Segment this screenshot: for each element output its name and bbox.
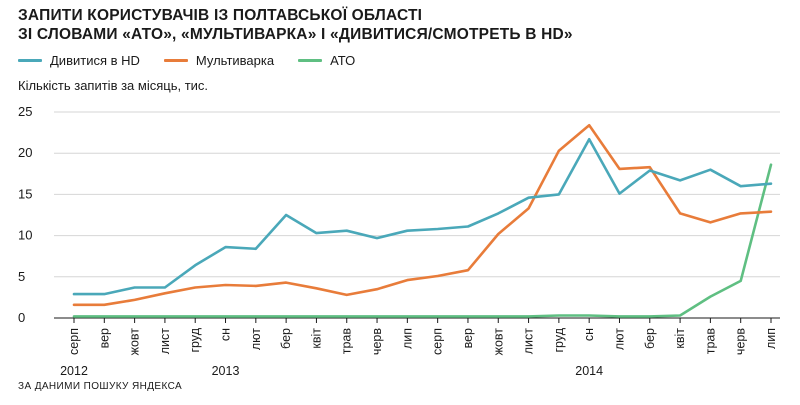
y-tick-label: 10 (18, 228, 32, 243)
x-tick-label: серп (67, 328, 81, 355)
chart-title: ЗАПИТИ КОРИСТУВАЧІВ ІЗ ПОЛТАВСЬКОЇ ОБЛАС… (18, 6, 573, 44)
y-tick-label: 15 (18, 186, 32, 201)
x-tick-label: вер (461, 328, 475, 348)
series-line-Дивитися в HD (72, 137, 773, 296)
legend-swatch-multivarka (163, 59, 188, 62)
x-tick-label: лист (522, 328, 536, 355)
x-tick-label: черв (370, 328, 384, 355)
x-tick-label: трав (340, 328, 354, 355)
x-tick-label: серп (431, 328, 445, 355)
x-tick-label: сн (219, 328, 233, 341)
x-tick-label: груд (552, 327, 566, 352)
x-tick-label: вер (97, 328, 111, 348)
series-line-АТО (72, 163, 773, 318)
source-note: ЗА ДАНИМИ ПОШУКУ ЯНДЕКСА (18, 381, 183, 392)
y-tick-label: 0 (18, 310, 25, 325)
x-tick-label: жовт (128, 328, 142, 356)
legend-swatch-hd (18, 59, 42, 62)
legend-swatch-ato (298, 59, 323, 62)
x-tick-label: сн (582, 328, 596, 341)
chart-title-line-2: ЗІ СЛОВАМИ «АТО», «МУЛЬТИВАРКА» І «ДИВИТ… (18, 26, 573, 43)
legend-label-hd: Дивитися в HD (50, 53, 140, 68)
series-line-Мультиварка (72, 123, 773, 307)
chart-title-line-1: ЗАПИТИ КОРИСТУВАЧІВ ІЗ ПОЛТАВСЬКОЇ ОБЛАС… (18, 7, 423, 24)
legend-label-multivarka: Мультиварка (195, 53, 275, 68)
y-tick-label: 5 (18, 269, 25, 284)
year-label: 2014 (575, 364, 603, 378)
x-tick-label: лип (764, 328, 778, 349)
x-tick-label: груд (188, 327, 202, 352)
legend-item-hd: Дивитися в HD (18, 53, 140, 68)
x-tick-label: бер (279, 328, 293, 349)
y-tick-label: 20 (18, 145, 32, 160)
x-tick-label: жовт (491, 328, 505, 356)
y-tick-label: 25 (18, 104, 32, 119)
legend-label-ato: АТО (330, 53, 356, 68)
x-tick-label: лип (400, 328, 414, 349)
year-label: 2013 (212, 364, 240, 378)
x-tick-label: трав (703, 328, 717, 355)
legend-item-ato: АТО (298, 53, 355, 68)
legend-item-multivarka: Мультиварка (163, 53, 275, 68)
x-tick-label: лют (612, 328, 626, 350)
chart-legend: Дивитися в HD Мультиварка АТО (18, 53, 355, 68)
x-tick-label: лют (249, 328, 263, 350)
x-tick-label: квіт (673, 328, 687, 349)
x-tick-label: черв (734, 328, 748, 355)
x-tick-label: бер (643, 328, 657, 349)
y-axis-label: Кількість запитів за місяць, тис. (18, 78, 209, 93)
x-tick-label: квіт (309, 328, 323, 349)
year-label: 2012 (60, 364, 88, 378)
x-tick-label: лист (158, 328, 172, 355)
